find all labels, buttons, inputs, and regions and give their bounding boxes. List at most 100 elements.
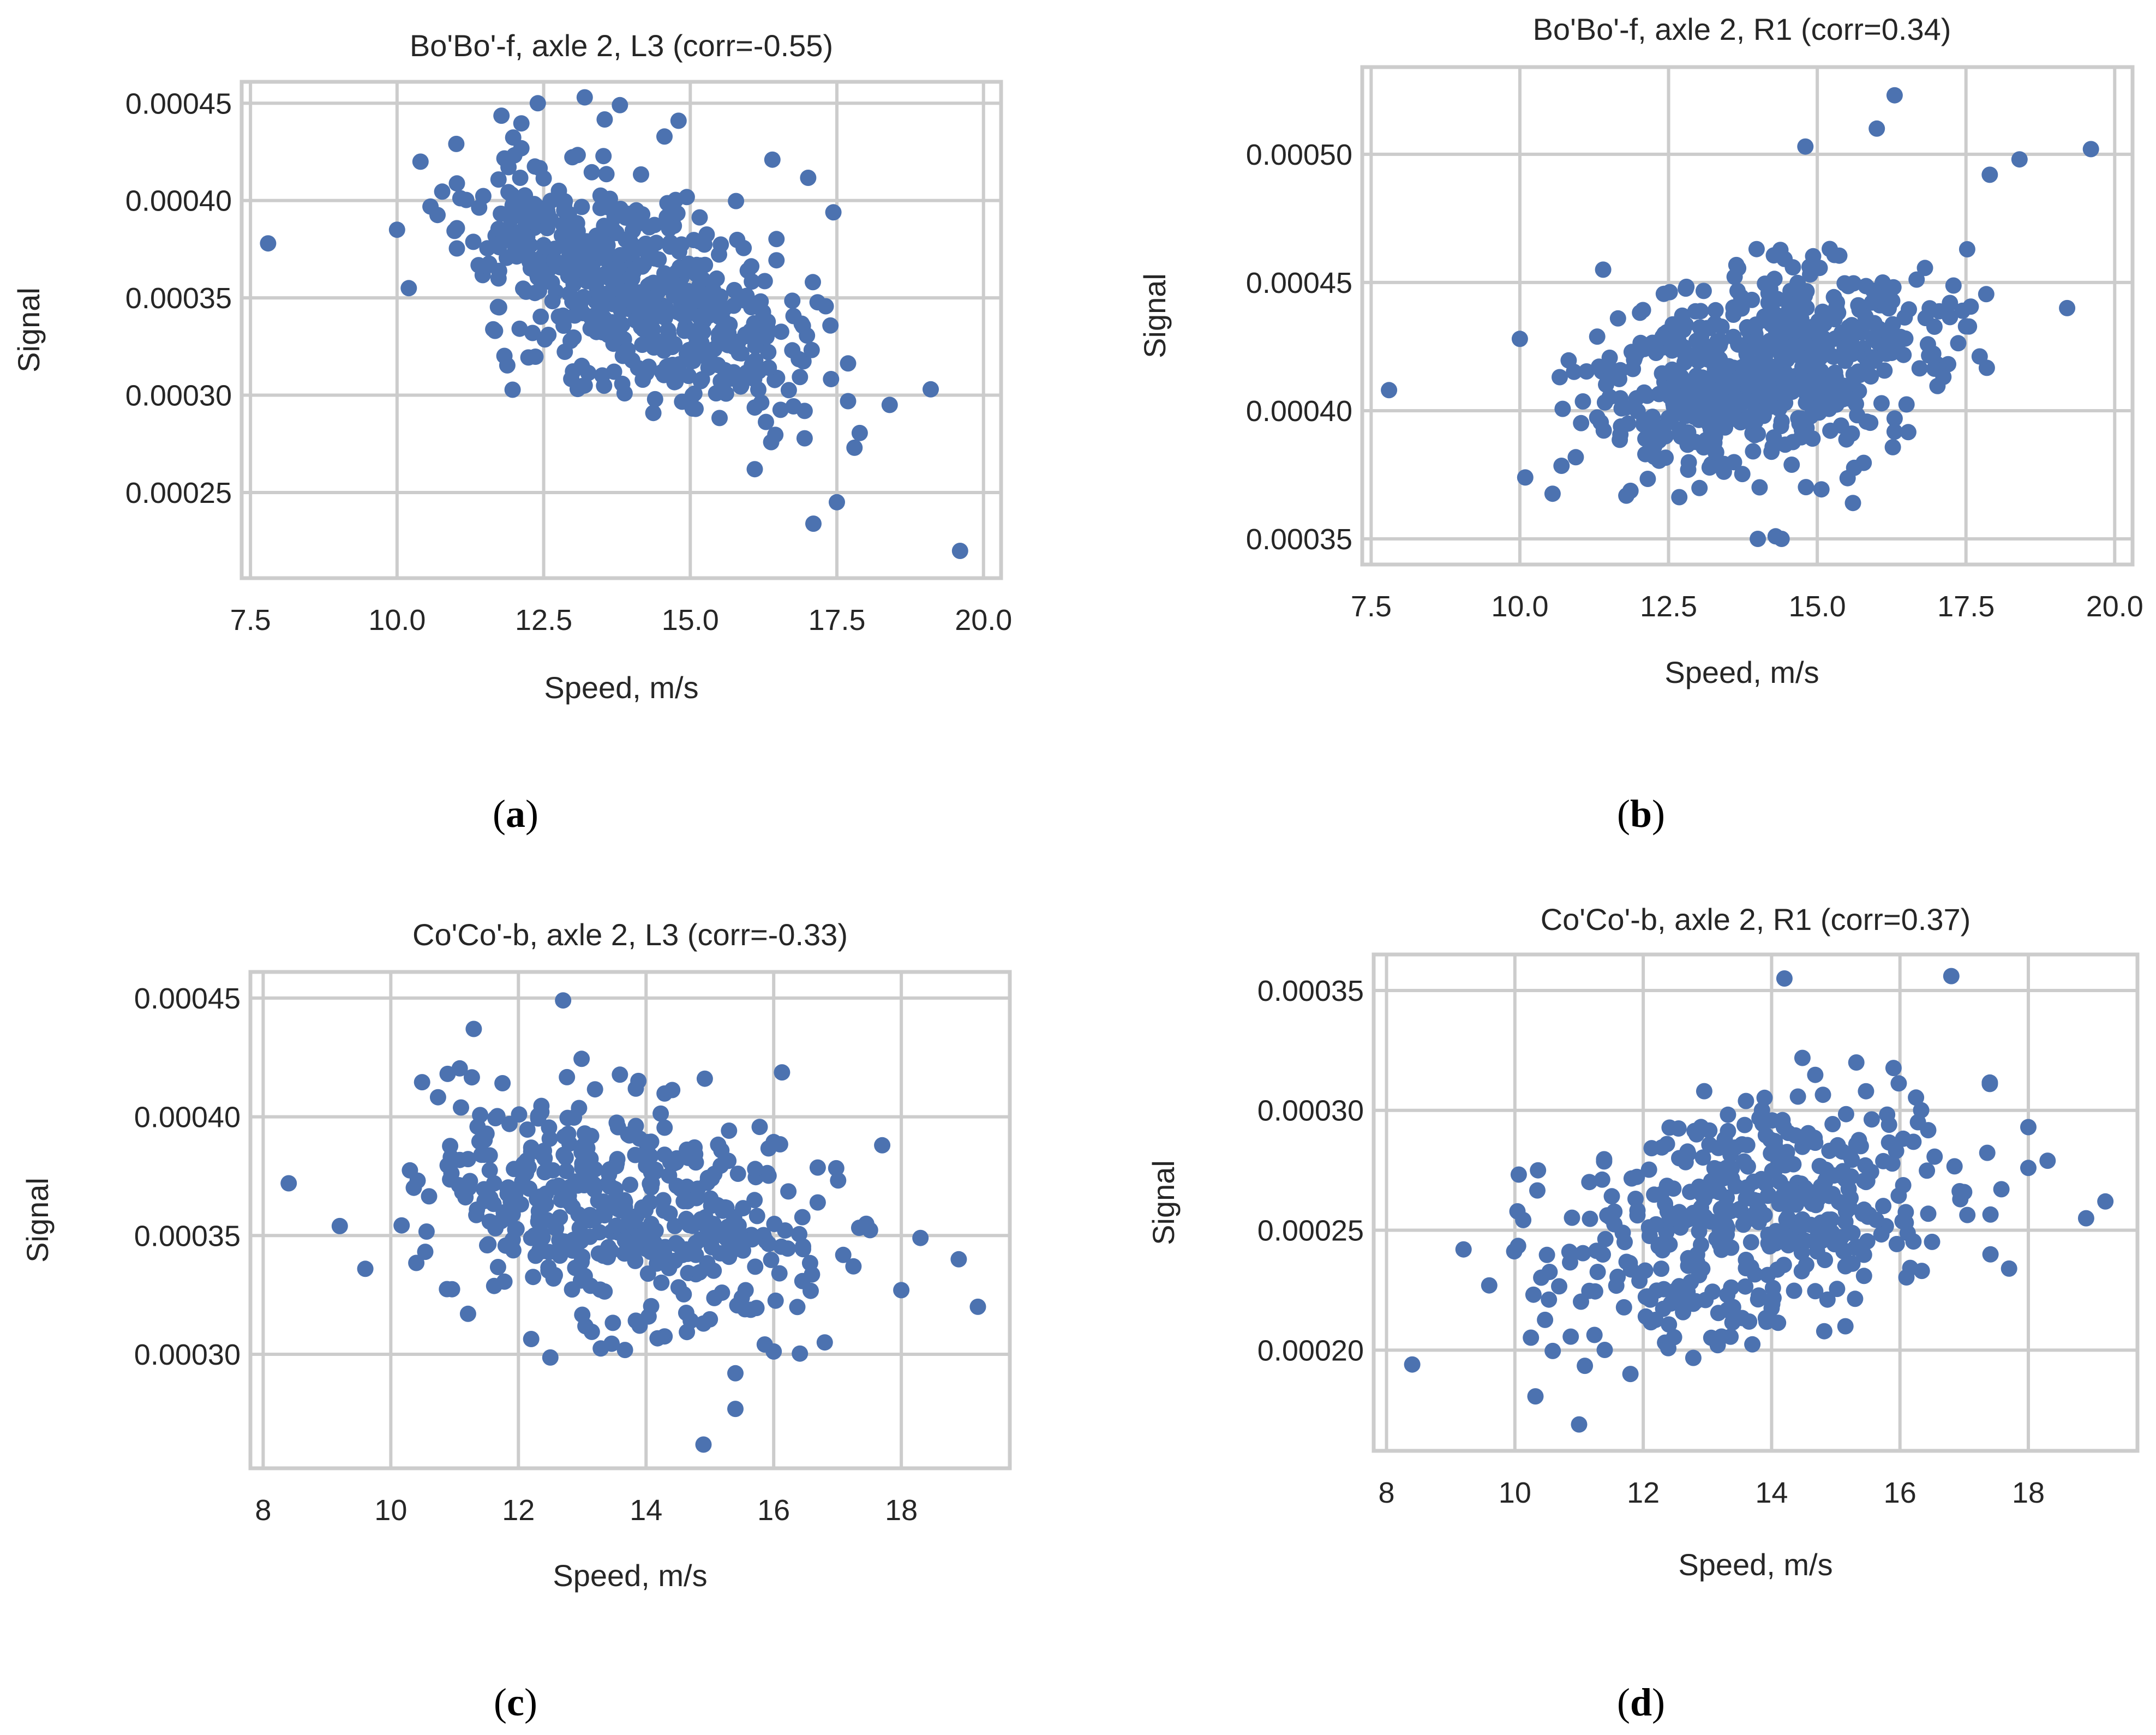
data-point (652, 1105, 669, 1122)
data-point (606, 363, 622, 380)
scatter-points (1404, 968, 2114, 1433)
data-point (1813, 394, 1830, 411)
data-point (817, 298, 834, 315)
data-point (542, 1349, 559, 1366)
data-point (662, 234, 679, 251)
data-point (1510, 1238, 1526, 1254)
data-point (1750, 1291, 1766, 1308)
data-point (1846, 459, 1862, 476)
x-tick-label: 12.5 (515, 604, 572, 637)
data-point (1868, 1211, 1885, 1228)
data-point (1530, 1162, 1547, 1179)
data-point (475, 188, 492, 205)
data-point (1750, 531, 1766, 547)
data-point (388, 221, 405, 238)
data-point (643, 1179, 660, 1196)
data-point (729, 1166, 746, 1182)
data-point (1793, 310, 1810, 327)
data-point (573, 199, 590, 215)
data-point (1814, 376, 1831, 393)
data-point (794, 1209, 811, 1226)
data-point (572, 1233, 589, 1250)
data-point (846, 439, 863, 456)
data-point (687, 1246, 704, 1263)
chart-title: Co'Co'-b, axle 2, L3 (corr=-0.33) (412, 917, 848, 952)
data-point (1560, 352, 1577, 369)
data-point (418, 1223, 435, 1240)
data-point (1758, 1313, 1775, 1330)
data-point (675, 1286, 692, 1302)
data-point (490, 220, 507, 237)
data-point (1612, 431, 1628, 448)
data-point (646, 1234, 663, 1251)
data-point (1609, 310, 1626, 327)
data-point (805, 515, 822, 532)
data-point (1819, 1291, 1836, 1308)
data-point (1865, 353, 1882, 369)
data-point (518, 283, 535, 300)
data-point (582, 1277, 599, 1294)
data-point (529, 254, 546, 271)
data-point (744, 273, 760, 290)
data-point (1886, 423, 1903, 440)
data-point (1696, 1083, 1712, 1100)
data-point (1768, 325, 1784, 341)
data-point (693, 371, 710, 388)
data-point (531, 283, 547, 299)
data-point (772, 401, 789, 418)
data-point (573, 357, 590, 374)
data-point (627, 1146, 644, 1163)
data-point (565, 276, 582, 292)
data-point (1773, 531, 1790, 547)
data-point (1791, 415, 1808, 432)
data-point (1594, 1171, 1610, 1188)
data-point (691, 1264, 708, 1281)
data-point (442, 1171, 459, 1188)
data-point (1837, 1203, 1854, 1220)
data-point (1772, 242, 1789, 259)
data-point (1884, 1155, 1901, 1172)
data-point (1515, 1211, 1532, 1228)
data-point (746, 1192, 763, 1209)
data-point (1804, 430, 1821, 447)
data-point (729, 231, 746, 248)
data-point (1675, 1304, 1692, 1320)
data-point (2001, 1260, 2017, 1277)
data-point (1981, 1076, 1998, 1092)
data-point (489, 1259, 506, 1275)
data-point (683, 353, 700, 370)
data-point (691, 209, 708, 226)
data-point (1687, 1293, 1704, 1310)
data-point (727, 1365, 744, 1382)
data-point (774, 1064, 790, 1081)
data-point (791, 1226, 807, 1242)
data-point (1898, 1269, 1915, 1286)
data-point (556, 344, 573, 360)
data-point (1771, 385, 1788, 401)
data-point (760, 1140, 777, 1157)
data-point (571, 1100, 588, 1116)
data-point (448, 240, 465, 257)
data-point (1859, 1173, 1876, 1190)
data-point (1455, 1241, 1472, 1258)
data-point (1622, 1261, 1639, 1278)
data-point (2039, 1152, 2056, 1169)
data-point (1713, 363, 1730, 380)
data-point (1876, 362, 1893, 379)
data-point (1784, 434, 1801, 451)
data-point (1751, 479, 1768, 496)
data-point (1829, 1281, 1846, 1298)
data-point (1926, 319, 1943, 335)
data-point (1678, 407, 1694, 424)
data-point (1573, 415, 1590, 431)
data-point (1979, 1144, 1996, 1161)
data-point (1671, 489, 1688, 506)
data-point (669, 205, 686, 222)
data-point (1626, 350, 1643, 367)
data-point (1751, 1201, 1768, 1218)
data-point (657, 309, 674, 326)
data-point (653, 1274, 670, 1291)
data-point (790, 351, 807, 368)
data-point (463, 1069, 480, 1086)
data-point (664, 1082, 681, 1098)
